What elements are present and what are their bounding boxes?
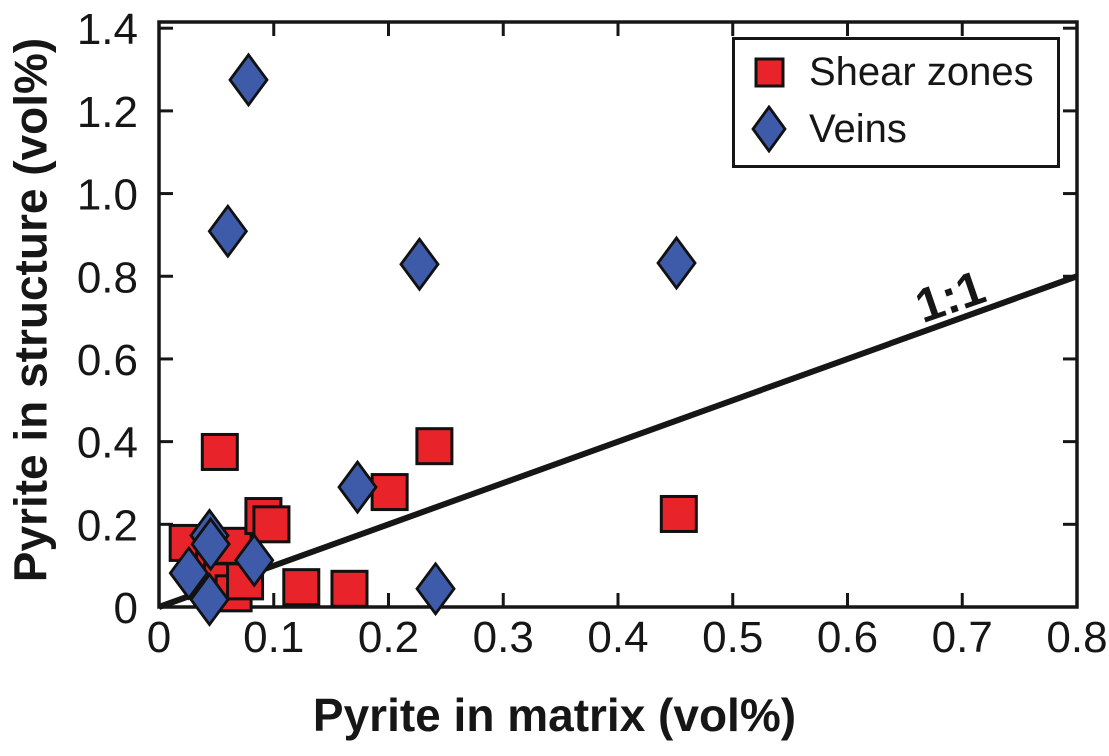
x-tick-label: 0.1 <box>243 613 304 662</box>
y-tick-label: 0.8 <box>77 253 138 302</box>
x-tick-label: 0.3 <box>473 613 534 662</box>
x-tick-label: 0 <box>147 613 171 662</box>
veins-point <box>234 532 275 588</box>
veins-point <box>189 572 230 627</box>
shear-zones-point <box>252 505 291 544</box>
one-to-one-label: 1:1 <box>909 261 992 334</box>
y-tick-label: 0.6 <box>77 336 138 385</box>
legend: Shear zones Veins <box>732 37 1060 168</box>
x-tick-label: 0.4 <box>587 613 648 662</box>
veins-point <box>415 561 456 617</box>
veins-point <box>337 459 378 515</box>
one-to-one-line <box>157 273 1079 610</box>
x-tick-label: 0.8 <box>1046 613 1107 662</box>
shear-zones-point <box>659 494 698 533</box>
x-tick-label: 0.6 <box>817 613 878 662</box>
y-axis-title: Pyrite in structure (vol%) <box>4 37 57 583</box>
veins-point <box>168 545 210 601</box>
x-tick-label: 0.2 <box>358 613 419 662</box>
veins-point <box>207 203 249 259</box>
shear-zones-point <box>415 427 454 466</box>
legend-label-shear-zones: Shear zones <box>809 50 1034 95</box>
x-axis-title: Pyrite in matrix (vol%) <box>312 689 797 741</box>
veins-point <box>228 52 269 108</box>
veins-point <box>190 516 231 572</box>
y-tick-label: 1.0 <box>77 171 138 220</box>
shear-zones-marker-icon <box>749 56 789 89</box>
legend-label-veins: Veins <box>809 106 907 151</box>
shear-zones-point <box>282 568 321 607</box>
y-tick-label: 0.2 <box>77 501 138 550</box>
x-tick-label: 0.5 <box>702 613 763 662</box>
veins-point <box>399 236 440 292</box>
veins-marker-icon <box>749 104 789 153</box>
y-tick-label: 0 <box>114 584 138 633</box>
x-tick-label: 0.7 <box>932 613 993 662</box>
shear-zones-point <box>330 569 369 608</box>
y-tick-label: 0.4 <box>77 419 138 468</box>
legend-item-shear-zones: Shear zones <box>749 52 1057 92</box>
legend-item-veins: Veins <box>749 104 1057 153</box>
shear-zones-point <box>200 432 239 471</box>
veins-point <box>656 235 697 291</box>
y-tick-label: 1.4 <box>77 5 138 54</box>
shear-zones-point <box>370 473 409 512</box>
y-tick-label: 1.2 <box>77 88 138 137</box>
